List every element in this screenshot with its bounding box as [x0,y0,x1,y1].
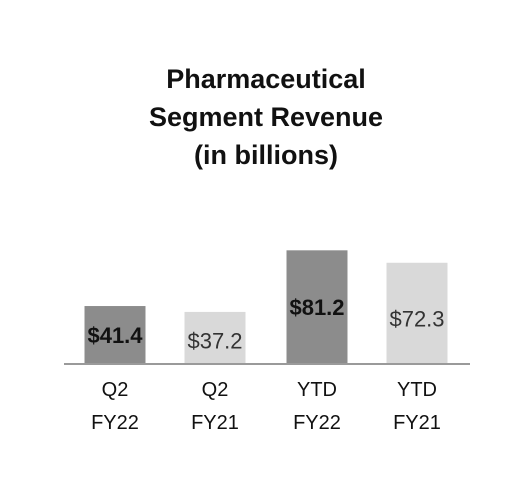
chart-title-line-1: Pharmaceutical [166,64,366,94]
x-tick-label-2-line-2: FY21 [191,412,239,434]
bar-value-label-2: $37.2 [187,329,242,354]
x-tick-label-3-line-1: YTD [297,379,337,401]
bar-value-label-4: $72.3 [389,306,444,331]
chart-title-line-2: Segment Revenue [148,102,384,132]
bar-4 [386,262,448,364]
bar-3 [286,250,348,364]
chart-title: Pharmaceutical Segment Revenue (in billi… [0,60,532,174]
bar-value-label-3: $81.2 [289,295,344,320]
bar-value-label-1: $41.4 [87,323,143,348]
x-tick-label-3-line-2: FY22 [293,412,341,434]
x-tick-label-1-line-2: FY22 [91,412,139,434]
bar-1 [84,306,146,364]
bar-2 [184,311,246,364]
x-tick-label-4-line-1: YTD [397,379,437,401]
chart-title-line-3: (in billions) [194,140,338,170]
x-tick-label-2-line-1: Q2 [202,379,229,401]
x-tick-label-1-line-1: Q2 [102,379,129,401]
x-tick-label-4-line-2: FY21 [393,412,441,434]
